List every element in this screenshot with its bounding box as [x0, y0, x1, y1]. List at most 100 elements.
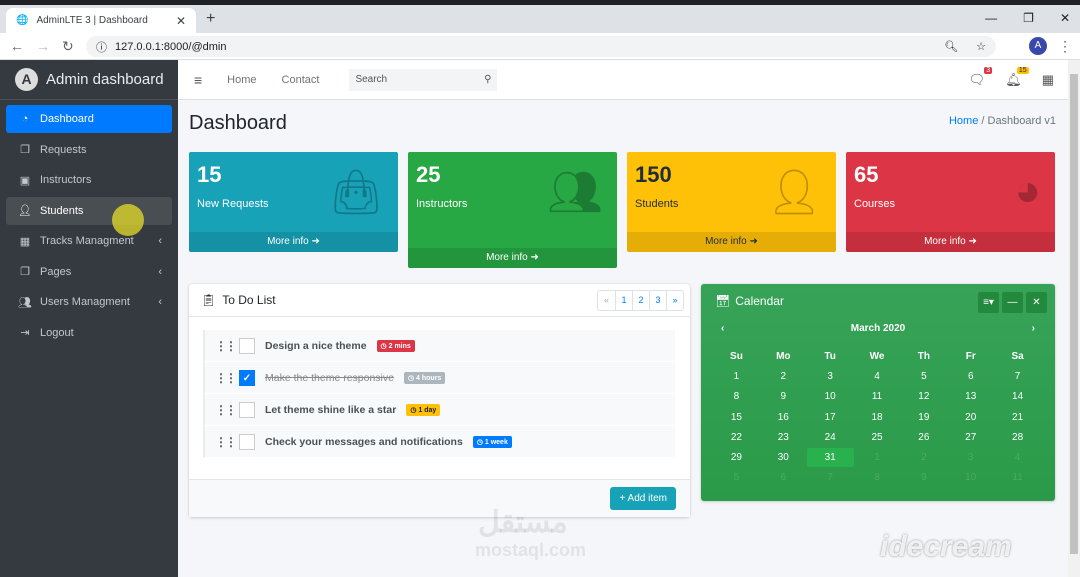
calendar-day[interactable]: 1	[874, 452, 880, 464]
remove-button[interactable]: ✕	[1026, 292, 1047, 313]
calendar-day[interactable]: 10	[965, 472, 977, 484]
calendar-day[interactable]: 2	[921, 452, 927, 464]
todo-checkbox[interactable]	[239, 337, 255, 354]
calendar-day[interactable]: 13	[965, 391, 977, 403]
page-link[interactable]: 3	[649, 291, 666, 310]
drag-handle-icon[interactable]: ⋮⋮	[215, 338, 237, 353]
calendar-day[interactable]: 4	[1014, 452, 1021, 464]
calendar-day[interactable]: 26	[918, 431, 930, 443]
browser-tab[interactable]: 🌐 AdminLTE 3 | Dashboard ✕	[6, 8, 196, 33]
calendar-day[interactable]: 2	[780, 370, 787, 382]
calendar-day[interactable]: 15	[730, 411, 742, 423]
grid-icon[interactable]: ▦	[1041, 71, 1054, 87]
calendar-day[interactable]: 8	[733, 391, 740, 403]
sidebar-item-users-managment[interactable]: 👥︎ Users Managment ‹	[6, 288, 172, 316]
calendar-day[interactable]: 16	[777, 411, 789, 423]
page-link[interactable]: «	[603, 295, 609, 305]
calendar-day[interactable]: 17	[824, 411, 836, 423]
maximize-button[interactable]: ❐	[1023, 11, 1034, 25]
page-link[interactable]: 2	[632, 291, 649, 310]
more-info-link[interactable]: More info ➜	[408, 248, 617, 268]
weekday-label: Th	[917, 350, 930, 362]
calendar-day[interactable]: 3	[967, 452, 974, 464]
calendar-day[interactable]: 3	[827, 370, 833, 382]
todo-checkbox[interactable]	[239, 433, 255, 450]
calendar-day[interactable]: 29	[730, 452, 742, 464]
new-tab-button[interactable]: +	[206, 10, 216, 27]
calendar-day[interactable]: 23	[777, 431, 789, 443]
drag-handle-icon[interactable]: ⋮⋮	[215, 434, 237, 449]
calendar-day[interactable]: 5	[733, 472, 740, 484]
todo-checkbox[interactable]	[239, 401, 255, 418]
calendar-day[interactable]: 28	[1012, 431, 1024, 443]
sidebar-item-pages[interactable]: ❐ Pages ‹	[6, 258, 172, 286]
next-month-button[interactable]: ›	[1031, 323, 1035, 334]
star-icon[interactable]: ☆	[976, 41, 986, 53]
search-icon[interactable]: ⚲	[484, 74, 492, 85]
profile-avatar[interactable]: A	[1029, 37, 1047, 55]
calendar-day[interactable]: 7	[1014, 370, 1021, 382]
nav-contact[interactable]: Contact	[281, 73, 320, 86]
calendar-day[interactable]: 12	[918, 391, 930, 403]
more-info-link[interactable]: More info ➜	[189, 232, 398, 252]
collapse-button[interactable]: —	[1002, 292, 1023, 313]
calendar-day[interactable]: 10	[824, 391, 836, 403]
drag-handle-icon[interactable]: ⋮⋮	[215, 402, 237, 417]
calendar-day[interactable]: 20	[965, 411, 977, 423]
breadcrumb-home[interactable]: Home	[948, 115, 979, 127]
sidebar-item-requests[interactable]: ❐ Requests	[6, 136, 172, 164]
nav-home[interactable]: Home	[227, 73, 257, 86]
reload-icon[interactable]: ↻	[62, 38, 74, 54]
calendar-menu-button[interactable]: ≡▾	[978, 292, 999, 313]
calendar-day[interactable]: 9	[921, 472, 927, 484]
minimize-button[interactable]: —	[985, 11, 998, 25]
calendar-day[interactable]: 11	[871, 391, 883, 403]
zoom-icon[interactable]: 🔍︎	[944, 41, 959, 53]
sidebar-item-students[interactable]: 👤︎ Students	[6, 196, 172, 225]
calendar-day[interactable]: 18	[871, 411, 883, 423]
search-input[interactable]: Search ⚲	[349, 68, 498, 91]
calendar-day[interactable]: 5	[921, 370, 927, 382]
more-info-link[interactable]: More info ➜	[627, 232, 836, 252]
calendar-day[interactable]: 22	[730, 431, 742, 443]
sidebar-item-instructors[interactable]: ▣ Instructors	[6, 166, 172, 194]
forward-icon[interactable]: →	[36, 38, 50, 54]
calendar-day[interactable]: 14	[1012, 391, 1024, 403]
sidebar-item-tracks-managment[interactable]: ▦ Tracks Managment ‹	[6, 227, 172, 255]
calendar-day[interactable]: 6	[967, 370, 974, 382]
calendar-day[interactable]: 30	[777, 452, 789, 464]
calendar-day[interactable]: 6	[780, 472, 787, 484]
more-info-link[interactable]: More info ➜	[846, 232, 1055, 252]
calendar-day[interactable]: 9	[780, 391, 787, 403]
hamburger-icon[interactable]: ≡	[194, 71, 203, 88]
calendar-day[interactable]: 19	[918, 411, 930, 423]
calendar-day[interactable]: 4	[874, 370, 880, 382]
drag-handle-icon[interactable]: ⋮⋮	[215, 370, 237, 385]
stat-value: 65	[854, 162, 879, 187]
calendar-day[interactable]: 7	[827, 472, 833, 484]
prev-month-button[interactable]: ‹	[721, 323, 725, 334]
calendar-day[interactable]: 1	[733, 370, 740, 382]
calendar-day[interactable]: 11	[1012, 472, 1023, 484]
calendar-day[interactable]: 8	[874, 472, 880, 484]
brand-link[interactable]: A Admin dashboard	[0, 60, 178, 100]
sidebar-item-dashboard[interactable]: ◔ Dashboard	[6, 105, 172, 133]
browser-menu-icon[interactable]: ⋮	[1058, 38, 1072, 54]
calendar-day[interactable]: 27	[965, 431, 977, 443]
scrollbar[interactable]	[1068, 60, 1080, 577]
calendar-day[interactable]: 21	[1012, 411, 1024, 423]
page-link[interactable]: »	[666, 291, 683, 310]
add-item-button[interactable]: + Add item	[610, 487, 676, 510]
messages-icon[interactable]: 🗨 3	[968, 66, 993, 87]
close-tab-icon[interactable]: ✕	[175, 13, 186, 28]
page-link[interactable]: 1	[615, 291, 632, 310]
todo-checkbox[interactable]: ✓	[239, 369, 255, 386]
notifications-icon[interactable]: 🔔︎ 15	[1005, 66, 1029, 87]
back-icon[interactable]: ←	[10, 38, 24, 54]
url-field[interactable]: ⓘ 127.0.0.1:8000/@dmin 🔍︎ ☆	[86, 36, 996, 57]
calendar-day[interactable]: 24	[824, 431, 836, 443]
calendar-day[interactable]: 25	[871, 431, 883, 443]
calendar-day[interactable]: 31	[806, 448, 854, 468]
sidebar-item-logout[interactable]: ⇥ Logout	[6, 319, 172, 347]
close-window-button[interactable]: ✕	[1059, 11, 1070, 25]
